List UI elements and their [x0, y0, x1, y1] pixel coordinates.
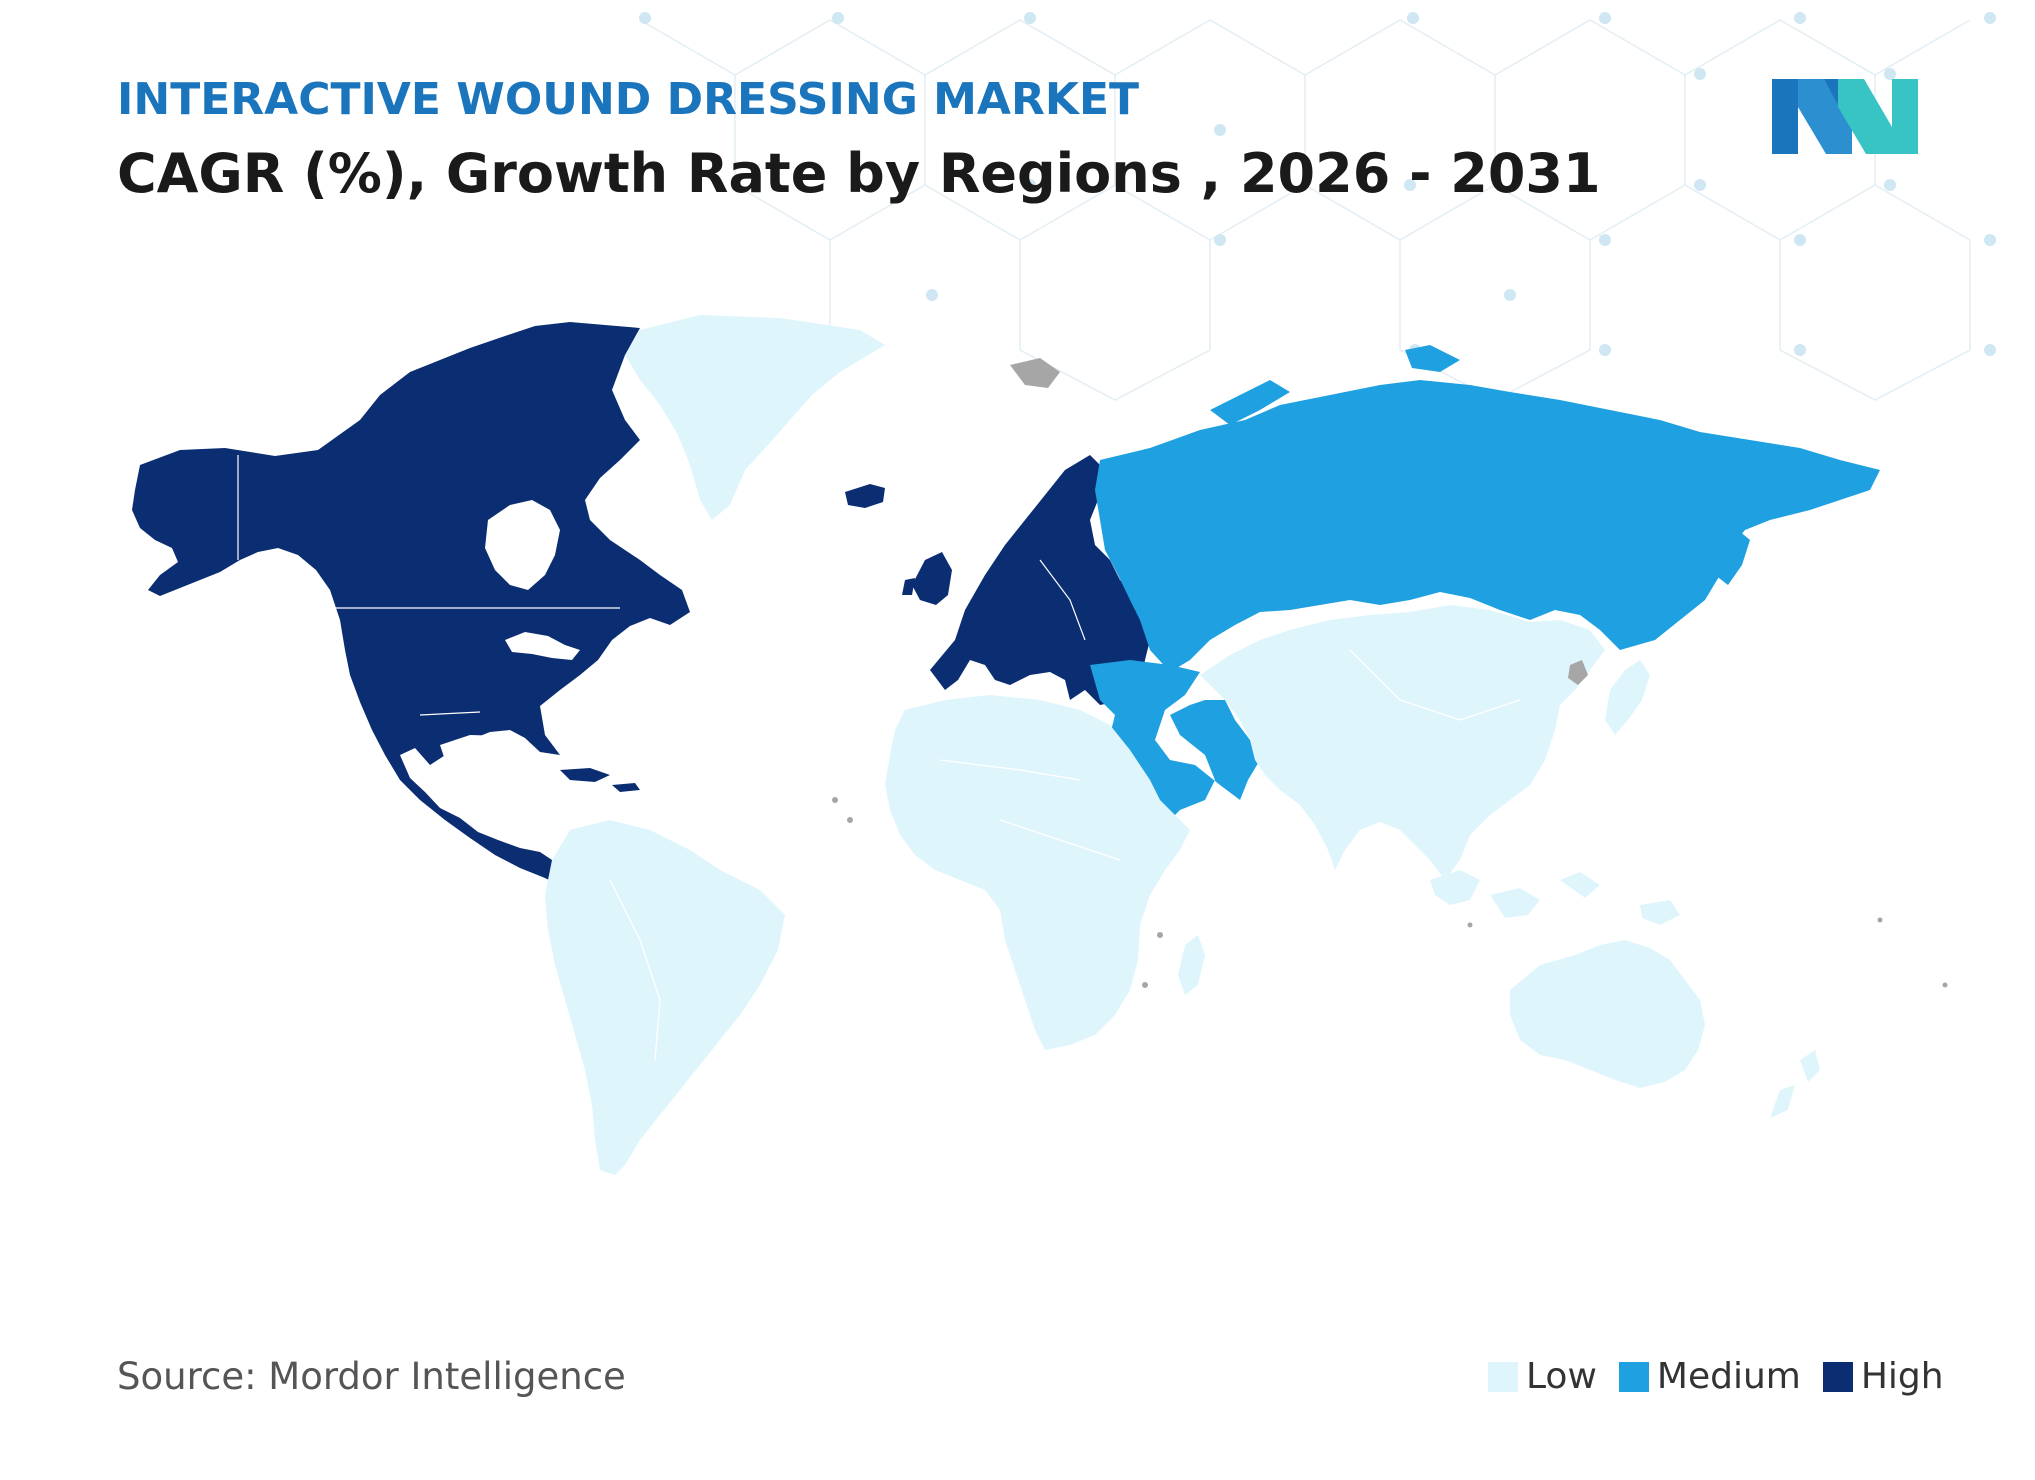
region-japan: [1605, 660, 1650, 735]
region-svalbard: [1010, 358, 1060, 388]
gulf-of-mexico: [440, 735, 540, 780]
region-korea: [1568, 660, 1588, 685]
region-greenland: [625, 315, 885, 520]
chart-title: CAGR (%), Growth Rate by Regions , 2026 …: [117, 142, 1601, 205]
legend-swatch-medium: [1618, 1361, 1649, 1392]
legend-label-low: Low: [1526, 1356, 1597, 1397]
legend-swatch-low: [1488, 1361, 1518, 1392]
region-iceland: [845, 484, 885, 508]
region-russia: [1095, 380, 1880, 672]
chart-header: INTERACTIVE WOUND DRESSING MARKET CAGR (…: [117, 70, 1601, 214]
region-europe: [930, 455, 1150, 705]
region-arctic-islands: [1210, 345, 1460, 425]
region-madagascar: [1178, 935, 1205, 995]
region-africa: [885, 695, 1190, 1050]
region-uk: [902, 552, 952, 605]
legend-item-medium: Medium: [1618, 1356, 1801, 1397]
hudson-bay: [485, 500, 560, 590]
region-new-zealand: [1770, 1050, 1820, 1118]
great-lakes: [505, 632, 580, 660]
region-australia: [1510, 940, 1705, 1088]
map-legend: Low Medium High: [1488, 1356, 1944, 1397]
region-southeast-asia: [1430, 870, 1680, 925]
region-asia: [1200, 605, 1605, 880]
chart-subtitle: INTERACTIVE WOUND DRESSING MARKET: [117, 74, 1140, 125]
mordor-intelligence-logo: [1772, 79, 1918, 154]
legend-swatch-high: [1822, 1361, 1853, 1392]
no-data-islands: [832, 797, 1948, 988]
legend-item-low: Low: [1488, 1356, 1597, 1397]
region-south-america: [545, 820, 785, 1175]
region-caribbean: [560, 768, 640, 792]
legend-item-high: High: [1822, 1356, 1944, 1397]
region-russia-far-east: [1635, 530, 1750, 640]
country-borders: [237, 455, 1521, 1061]
source-note: Source: Mordor Intelligence: [117, 1355, 626, 1398]
legend-label-medium: Medium: [1656, 1356, 1801, 1397]
legend-label-high: High: [1860, 1356, 1944, 1397]
